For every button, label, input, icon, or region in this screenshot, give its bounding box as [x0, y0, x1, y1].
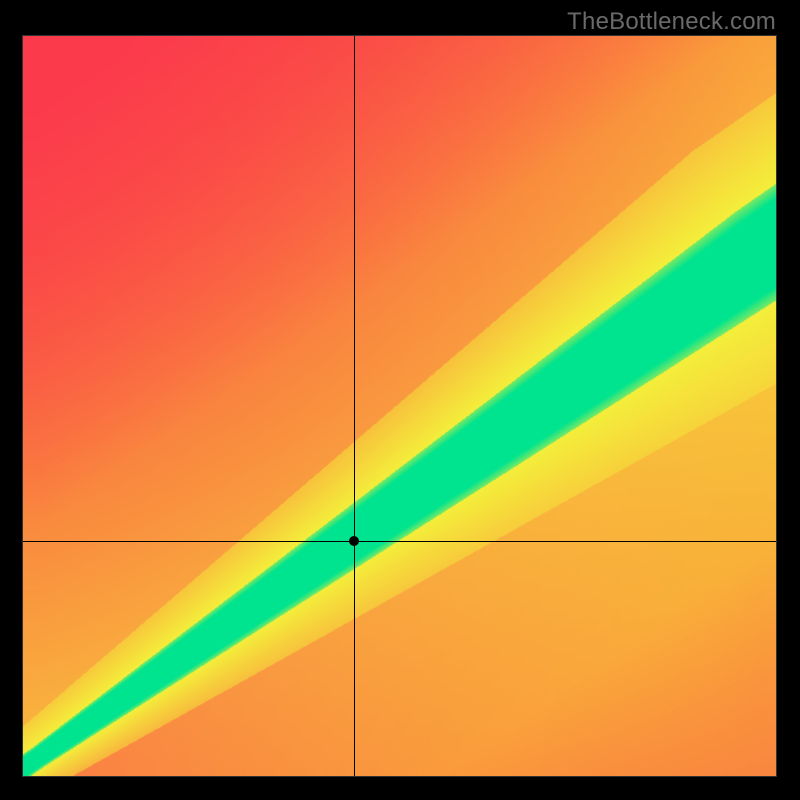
plot-frame [22, 35, 777, 777]
crosshair-dot [349, 536, 359, 546]
crosshair-vertical [354, 36, 355, 776]
heatmap-canvas [23, 36, 776, 776]
watermark-text: TheBottleneck.com [567, 8, 776, 36]
crosshair-horizontal [23, 541, 776, 542]
